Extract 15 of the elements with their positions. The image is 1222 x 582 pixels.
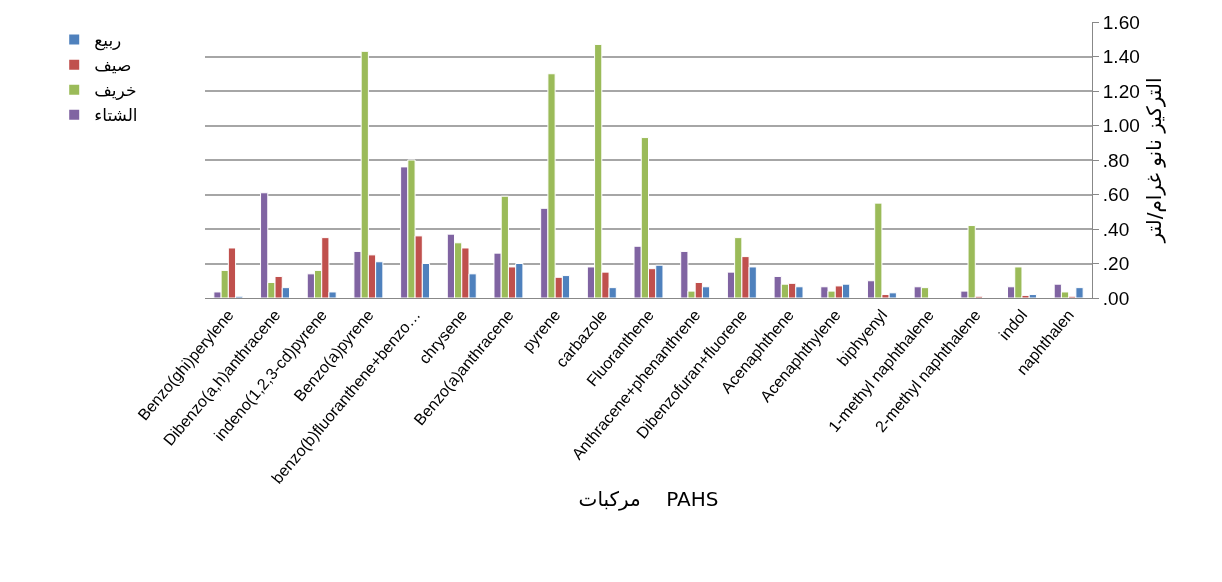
legend-label: الشتاء [94, 106, 138, 126]
y-axis-title: التركيز نانو غرام/لتر [1142, 77, 1167, 244]
legend-label: ربيع [94, 31, 122, 52]
y-tick-label: 1.40 [1102, 46, 1140, 68]
y-tick-label: .40 [1102, 218, 1130, 240]
y-tick-label: 1.00 [1102, 115, 1140, 137]
y-tick-label: 1.20 [1102, 80, 1140, 102]
legend-label: صيف [94, 56, 132, 76]
y-tick-label: .20 [1102, 253, 1130, 275]
y-tick-label: .60 [1102, 184, 1130, 206]
legend-label: خريف [94, 81, 137, 101]
y-tick-label: .80 [1102, 149, 1130, 171]
y-tick-label: 1.60 [1102, 11, 1140, 33]
y-tick-label: .00 [1102, 287, 1130, 309]
x-axis-title: مركبات PAHS [578, 487, 719, 512]
